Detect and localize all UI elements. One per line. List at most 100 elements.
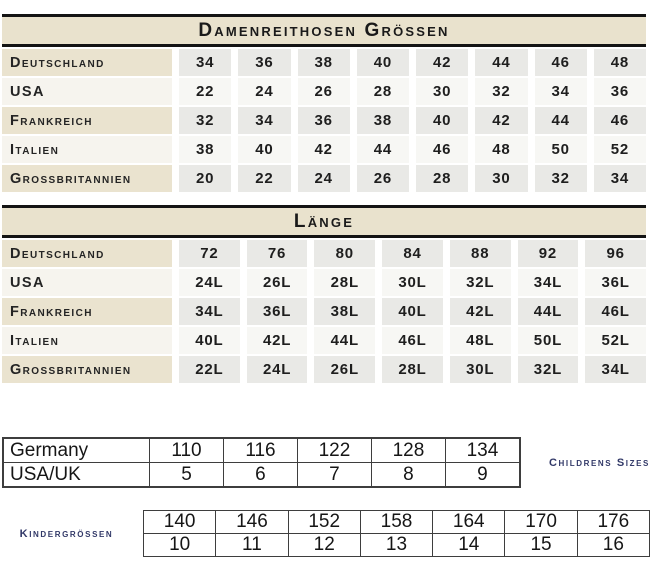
table-row: Deutschland 72 76 80 84 88 92 96 <box>2 240 646 267</box>
size-cell: 44L <box>517 298 579 325</box>
size-cell: 84 <box>382 240 443 267</box>
size-cell: 48L <box>449 327 511 354</box>
size-cell: 42L <box>246 327 308 354</box>
row-label-deutschland: Deutschland <box>2 240 172 267</box>
table-row: 10 11 12 13 14 15 16 <box>142 533 650 557</box>
womens-sizes-title: Damenreithosen Grössen <box>2 14 646 47</box>
size-cell: 88 <box>449 240 511 267</box>
size-cell: 24L <box>179 269 240 296</box>
size-cell: 146 <box>215 510 289 534</box>
size-cell: 48 <box>475 136 528 163</box>
size-cell: 40 <box>356 49 409 76</box>
size-cell: 40 <box>238 136 291 163</box>
size-cell: 32L <box>517 356 579 383</box>
size-cell: 46L <box>585 298 646 325</box>
length-sizes-table: Länge Deutschland 72 76 80 84 88 92 96 U… <box>2 205 646 383</box>
table-row: Deutschland 34 36 38 40 42 44 46 48 <box>2 49 646 76</box>
size-cell: 38 <box>179 136 232 163</box>
size-cell: 30 <box>416 78 469 105</box>
size-cell: 32 <box>179 107 232 134</box>
size-cell: 28L <box>382 356 443 383</box>
size-cell: 22 <box>179 78 232 105</box>
size-cell: 8 <box>370 462 446 488</box>
row-label-usa: USA <box>2 269 172 296</box>
size-cell: 34 <box>238 107 291 134</box>
size-cell: 26 <box>297 78 350 105</box>
size-cell: 36 <box>593 78 646 105</box>
size-cell: 50L <box>517 327 579 354</box>
size-cell: 24L <box>246 356 308 383</box>
length-title: Länge <box>2 205 646 238</box>
size-cell: 80 <box>314 240 376 267</box>
row-label-usa-uk: USA/UK <box>2 462 150 488</box>
size-cell: 10 <box>142 533 217 557</box>
table-row: Italien 40L 42L 44L 46L 48L 50L 52L <box>2 327 646 354</box>
size-cell: 36 <box>238 49 291 76</box>
size-cell: 7 <box>296 462 372 488</box>
size-cell: 16 <box>576 533 650 557</box>
size-cell: 36L <box>585 269 646 296</box>
size-cell: 38 <box>297 49 350 76</box>
size-cell: 34 <box>534 78 587 105</box>
womens-sizes-rows: Deutschland 34 36 38 40 42 44 46 48 USA … <box>2 47 646 192</box>
table-row: USA/UK 5 6 7 8 9 <box>2 462 521 488</box>
size-cell: 44L <box>314 327 376 354</box>
size-cell: 96 <box>585 240 646 267</box>
size-cell: 42 <box>416 49 469 76</box>
size-cell: 46 <box>534 49 587 76</box>
children-sizes-table: Germany 110 116 122 128 134 USA/UK 5 6 7… <box>2 437 521 488</box>
children-sizes-block: Germany 110 116 122 128 134 USA/UK 5 6 7… <box>2 437 650 488</box>
size-cell: 42L <box>449 298 511 325</box>
size-cell: 32L <box>449 269 511 296</box>
size-cell: 40L <box>179 327 240 354</box>
row-label-frankreich: Frankreich <box>2 298 172 325</box>
size-cell: 38 <box>356 107 409 134</box>
size-cell: 46 <box>593 107 646 134</box>
size-cell: 36L <box>246 298 308 325</box>
size-cell: 30 <box>475 165 528 192</box>
size-cell: 30L <box>449 356 511 383</box>
size-cell: 42 <box>475 107 528 134</box>
size-cell: 110 <box>148 437 224 463</box>
size-cell: 34L <box>517 269 579 296</box>
womens-breeches-sizes-table: Damenreithosen Grössen Deutschland 34 36… <box>2 14 646 192</box>
size-cell: 26L <box>246 269 308 296</box>
kids-sizes-table: 140 146 152 158 164 170 176 10 11 12 13 … <box>142 510 650 557</box>
size-cell: 34 <box>593 165 646 192</box>
size-cell: 170 <box>504 510 578 534</box>
size-cell: 48 <box>593 49 646 76</box>
table-row: Grossbritannien 20 22 24 26 28 30 32 34 <box>2 165 646 192</box>
size-cell: 40 <box>416 107 469 134</box>
table-row: Italien 38 40 42 44 46 48 50 52 <box>2 136 646 163</box>
table-row: Frankreich 34L 36L 38L 40L 42L 44L 46L <box>2 298 646 325</box>
row-label-germany: Germany <box>2 437 150 463</box>
size-cell: 46 <box>416 136 469 163</box>
size-cell: 9 <box>444 462 521 488</box>
size-cell: 116 <box>222 437 298 463</box>
size-cell: 176 <box>576 510 650 534</box>
size-cell: 44 <box>356 136 409 163</box>
size-cell: 72 <box>179 240 240 267</box>
size-cell: 52 <box>593 136 646 163</box>
row-label-grossbritannien: Grossbritannien <box>2 165 172 192</box>
size-cell: 46L <box>382 327 443 354</box>
size-cell: 24 <box>238 78 291 105</box>
size-cell: 152 <box>287 510 361 534</box>
size-cell: 30L <box>382 269 443 296</box>
size-cell: 5 <box>148 462 224 488</box>
size-cell: 158 <box>359 510 434 534</box>
size-cell: 22L <box>179 356 240 383</box>
size-cell: 92 <box>517 240 579 267</box>
childrens-sizes-label: Childrens Sizes <box>548 456 650 469</box>
size-cell: 34L <box>585 356 646 383</box>
size-cell: 164 <box>432 510 506 534</box>
size-cell: 32 <box>534 165 587 192</box>
row-label-italien: Italien <box>2 136 172 163</box>
size-cell: 22 <box>238 165 291 192</box>
row-label-deutschland: Deutschland <box>2 49 172 76</box>
size-cell: 38L <box>314 298 376 325</box>
table-row: 140 146 152 158 164 170 176 <box>142 510 650 534</box>
size-cell: 28L <box>314 269 376 296</box>
size-cell: 13 <box>359 533 434 557</box>
size-cell: 24 <box>297 165 350 192</box>
